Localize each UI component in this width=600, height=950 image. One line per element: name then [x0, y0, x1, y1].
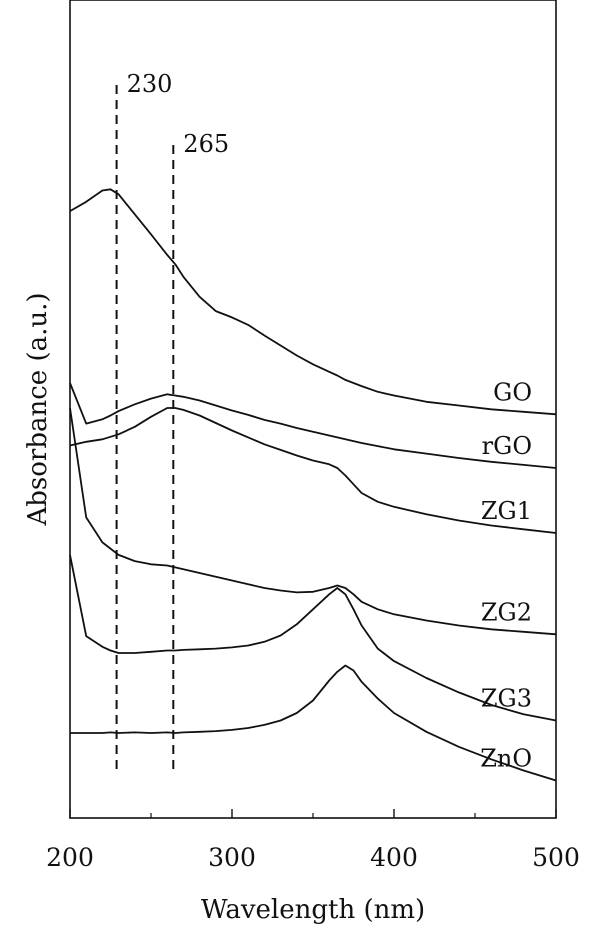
series-line-zno: [70, 664, 557, 782]
series-labels: GO rGO ZG1 ZG2 ZG3 ZnO: [480, 378, 532, 772]
series-label-zg1: ZG1: [481, 497, 532, 525]
series-line-zg1: [69, 407, 557, 534]
y-axis-label: Absorbance (a.u.): [23, 292, 53, 526]
series-label-zno: ZnO: [480, 745, 532, 773]
x-ticks: 200 300 400 500: [46, 809, 580, 872]
reference-label-265: 265: [183, 130, 229, 158]
x-tick-label: 300: [208, 843, 256, 872]
series-label-rgo: rGO: [482, 432, 532, 460]
reference-label-230: 230: [127, 70, 173, 98]
series-curves: [69, 188, 557, 782]
x-axis-label: Wavelength (nm): [201, 895, 425, 925]
series-line-zg2: [69, 407, 557, 636]
x-tick-label: 400: [370, 843, 418, 872]
reference-lines: 230 265: [115, 70, 229, 772]
series-label-zg3: ZG3: [481, 685, 532, 713]
series-line-go: [69, 188, 557, 416]
series-label-zg2: ZG2: [481, 598, 532, 626]
series-line-zg3: [69, 554, 557, 722]
x-tick-label: 500: [532, 843, 580, 872]
series-label-go: GO: [493, 378, 532, 406]
series-line-rgo: [69, 382, 557, 469]
x-tick-label: 200: [46, 843, 94, 872]
